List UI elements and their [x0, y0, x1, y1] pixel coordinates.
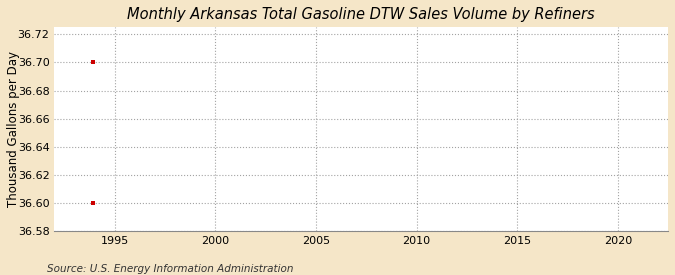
Y-axis label: Thousand Gallons per Day: Thousand Gallons per Day [7, 51, 20, 207]
Title: Monthly Arkansas Total Gasoline DTW Sales Volume by Refiners: Monthly Arkansas Total Gasoline DTW Sale… [128, 7, 595, 22]
Text: Source: U.S. Energy Information Administration: Source: U.S. Energy Information Administ… [47, 264, 294, 274]
